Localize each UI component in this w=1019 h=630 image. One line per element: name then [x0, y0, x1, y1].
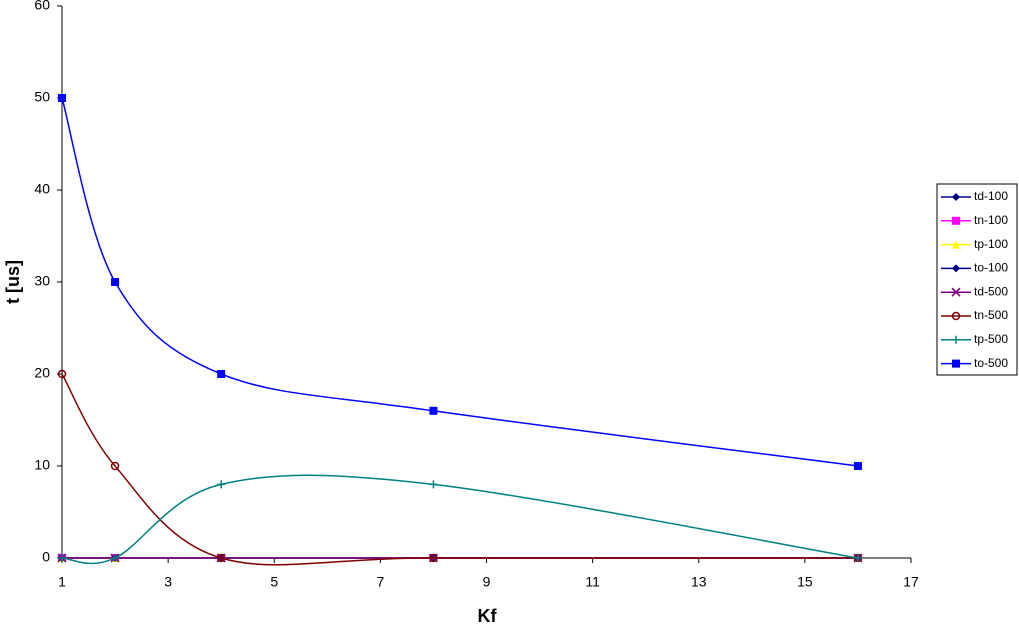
x-tick-label: 9: [483, 574, 491, 590]
x-tick-label: 7: [376, 574, 384, 590]
legend-label: td-100: [974, 189, 1008, 203]
legend-label: tp-500: [974, 332, 1008, 346]
marker: [853, 554, 862, 562]
marker: [110, 461, 120, 471]
x-tick-label: 5: [270, 574, 278, 590]
legend-label: to-500: [974, 356, 1008, 370]
series-line: [61, 474, 859, 565]
legend-marker: [952, 264, 960, 273]
y-tick-label: 20: [34, 365, 50, 381]
y-tick-label: 30: [34, 273, 50, 289]
marker: [429, 480, 438, 489]
legend-marker: [951, 287, 961, 297]
x-tick-label: 13: [691, 574, 707, 590]
legend-marker: [951, 311, 961, 321]
marker: [217, 480, 226, 489]
marker: [58, 554, 66, 562]
legend-marker: [952, 335, 960, 344]
legend-box: [936, 183, 1018, 376]
y-tick-label: 50: [34, 89, 50, 105]
marker: [111, 278, 120, 286]
marker: [429, 406, 438, 415]
x-tick-label: 1: [58, 574, 66, 590]
y-tick-label: 10: [34, 457, 50, 473]
series-line: [61, 97, 859, 467]
marker: [217, 370, 226, 378]
legend-marker: [952, 240, 960, 249]
series-line: [61, 373, 858, 566]
legend-label: tn-500: [974, 308, 1008, 322]
y-tick-label: 40: [34, 181, 50, 197]
legend-marker: [952, 359, 960, 368]
x-tick-label: 15: [797, 574, 813, 590]
marker: [853, 462, 862, 470]
legend-label: tn-100: [974, 213, 1008, 227]
legend-label: to-100: [974, 261, 1008, 275]
legend-label: tp-100: [974, 237, 1008, 251]
legend-marker: [952, 193, 960, 201]
marker: [429, 553, 438, 563]
marker: [111, 554, 120, 562]
y-tick-label: 0: [42, 549, 50, 565]
marker: [216, 553, 226, 563]
legend-marker: [952, 216, 960, 225]
legend-label: td-500: [974, 284, 1008, 298]
y-tick-label: 60: [34, 0, 50, 13]
x-axis-label: Kf: [478, 606, 498, 626]
marker: [58, 94, 66, 102]
legend: td-100 tn-100 tp-100 to-100 td-500 tn-500 tp-5…: [941, 189, 1008, 370]
x-tick-label: 11: [585, 574, 600, 590]
x-tick-label: 17: [903, 574, 919, 590]
x-tick-label: 3: [164, 574, 172, 590]
marker: [57, 369, 67, 379]
y-axis-label: t [us]: [3, 260, 23, 304]
